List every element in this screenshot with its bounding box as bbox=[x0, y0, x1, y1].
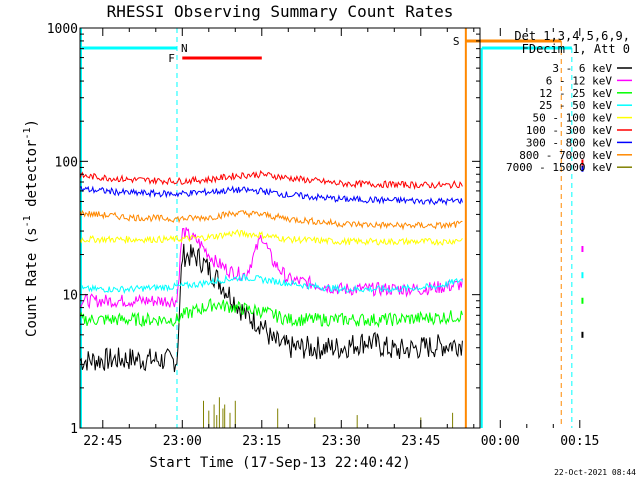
legend-label-8: 7000 - 15000 keV bbox=[506, 161, 612, 174]
series-line-4 bbox=[79, 228, 463, 247]
y-tick-label: 10 bbox=[62, 289, 78, 304]
y-tick-label: 1 bbox=[70, 422, 78, 437]
series-line-0 bbox=[79, 243, 463, 373]
legend-label-3: 25 - 50 keV bbox=[539, 99, 612, 112]
legend-label-7: 800 - 7000 keV bbox=[519, 149, 612, 162]
series-line-6 bbox=[79, 185, 463, 206]
x-tick-label: 00:00 bbox=[481, 434, 520, 449]
chart-title: RHESSI Observing Summary Count Rates bbox=[107, 2, 454, 21]
saa-label: S bbox=[453, 35, 460, 48]
series-line-2 bbox=[79, 297, 463, 329]
x-tick-label: 23:15 bbox=[242, 434, 281, 449]
series-line-3 bbox=[79, 273, 463, 295]
x-tick-label: 23:00 bbox=[163, 434, 202, 449]
y-tick-label: 1000 bbox=[47, 22, 78, 37]
series-line-5 bbox=[79, 169, 463, 190]
data-series bbox=[79, 159, 584, 428]
plot-frame bbox=[79, 27, 481, 429]
series-line-7 bbox=[79, 209, 463, 231]
series-line-1 bbox=[79, 227, 463, 310]
legend-header-1: Det 1,3,4,5,6,9, bbox=[514, 29, 630, 43]
legend-label-4: 50 - 100 keV bbox=[533, 112, 613, 125]
x-tick-label: 23:30 bbox=[322, 434, 361, 449]
y-axis-label: Count Rate (s-1 detector-1) bbox=[22, 119, 40, 337]
x-tick-label: 00:15 bbox=[560, 434, 599, 449]
x-tick-label: 22:45 bbox=[83, 434, 122, 449]
x-tick-label: 23:45 bbox=[401, 434, 440, 449]
x-axis-label: Start Time (17-Sep-13 22:40:42) bbox=[149, 455, 410, 471]
y-tick-label: 100 bbox=[55, 155, 78, 170]
x-axis-ticks: 22:45 23:00 23:15 23:30 23:45 00:00 00:15 bbox=[83, 28, 599, 449]
legend-label-5: 100 - 300 keV bbox=[526, 124, 612, 137]
y-axis-ticks: 1 10 100 1000 bbox=[47, 22, 480, 437]
legend: Det 1,3,4,5,6,9, FDecim 1, Att 0 3 - 6 k… bbox=[506, 29, 632, 174]
legend-label-0: 3 - 6 keV bbox=[552, 62, 612, 75]
legend-label-6: 300 - 800 keV bbox=[526, 136, 612, 149]
footer-date: 22-Oct-2021 08:44 bbox=[554, 468, 636, 477]
legend-label-2: 12 - 25 keV bbox=[539, 87, 612, 100]
legend-label-1: 6 - 12 keV bbox=[546, 74, 613, 87]
legend-header-2: FDecim 1, Att 0 bbox=[522, 42, 630, 56]
flare-label: F bbox=[168, 52, 175, 65]
night-label: N bbox=[181, 42, 188, 55]
